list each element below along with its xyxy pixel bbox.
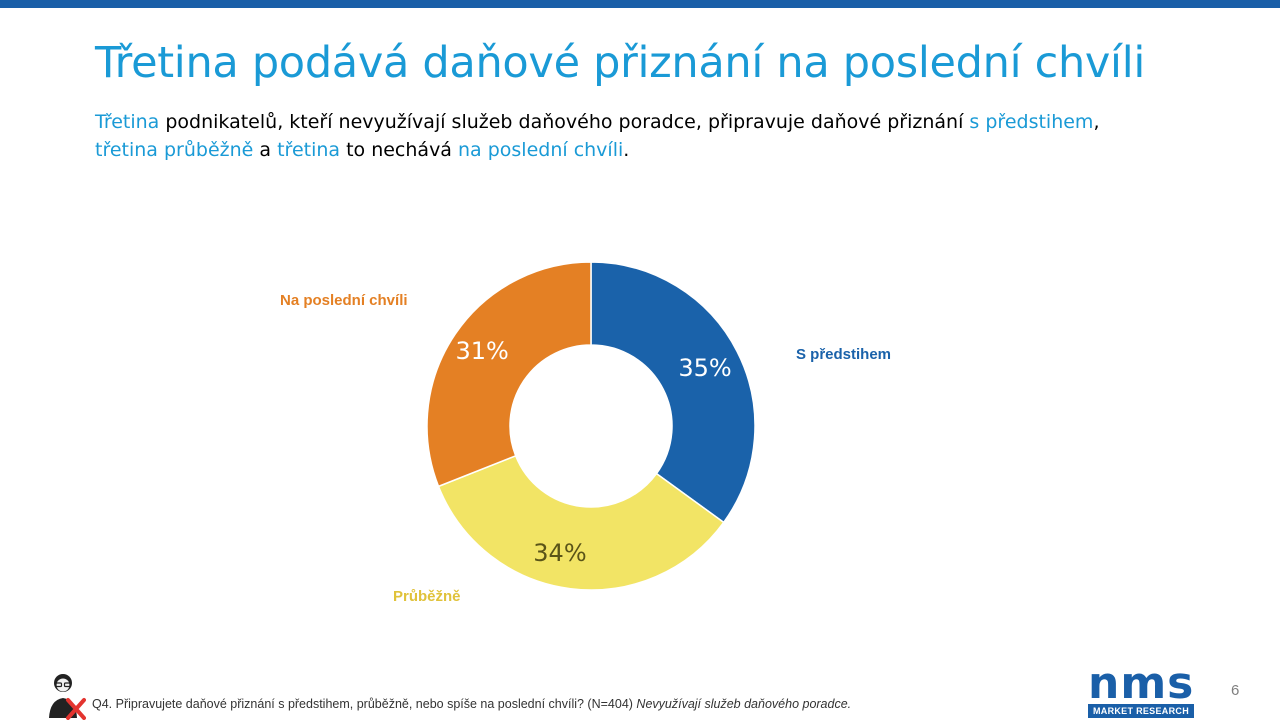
subtitle-text: podnikatelů, kteří nevyužívají služeb da… xyxy=(159,111,970,133)
slice-label-prubezne: Průběžně xyxy=(393,588,461,605)
subtitle-highlight: Třetina xyxy=(95,111,160,133)
footnote-segment: Nevyužívají služeb daňového poradce. xyxy=(636,697,852,711)
logo-tagline: MARKET RESEARCH xyxy=(1088,704,1194,718)
subtitle-text: to nechává xyxy=(340,139,458,161)
slide-title: Třetina podává daňové přiznání na posled… xyxy=(95,38,1145,88)
donut-value-label-1: 35% xyxy=(678,354,731,382)
slice-label-s-predstihem: S předstihem xyxy=(796,346,892,363)
subtitle-text: . xyxy=(623,139,630,161)
top-accent-bar xyxy=(0,0,1280,8)
subtitle-highlight: třetina xyxy=(277,139,341,161)
donut-slice-3 xyxy=(426,261,592,488)
subtitle-highlight: na poslední chvíli xyxy=(458,139,624,161)
slice-label-na-posledni-chvili: Na poslední chvíli xyxy=(280,292,408,309)
slide-subtitle: Třetina podnikatelů, kteří nevyužívají s… xyxy=(95,108,1195,164)
person-cross-icon xyxy=(46,670,86,720)
subtitle-highlight: třetina průběžně xyxy=(95,139,254,161)
donut-slice-2 xyxy=(437,454,725,591)
donut-slice-1 xyxy=(590,261,756,524)
subtitle-highlight: s předstihem xyxy=(969,111,1094,133)
donut-value-label-3: 31% xyxy=(455,337,508,365)
logo-letters: nms xyxy=(1088,658,1195,709)
subtitle-text: a xyxy=(253,139,278,161)
donut-value-label-2: 34% xyxy=(533,539,586,567)
footnote-question: Q4. Připravujete daňové přiznání s předs… xyxy=(92,697,637,711)
nms-logo: nms MARKET RESEARCH xyxy=(1088,662,1194,720)
footnote: Q4. Připravujete daňové přiznání s předs… xyxy=(92,697,851,711)
page-number: 6 xyxy=(1231,682,1240,699)
subtitle-text: , xyxy=(1093,111,1100,133)
